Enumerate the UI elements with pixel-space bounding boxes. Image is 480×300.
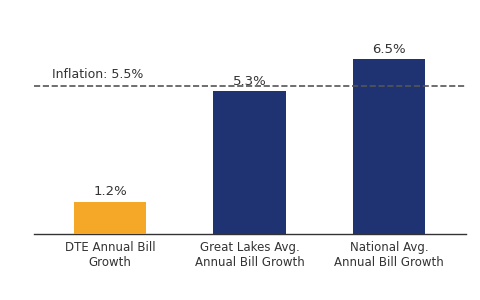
- Bar: [353, 59, 425, 234]
- Bar: [214, 91, 286, 234]
- Text: 5.3%: 5.3%: [233, 75, 266, 88]
- Text: 1.2%: 1.2%: [94, 185, 127, 199]
- Text: 6.5%: 6.5%: [372, 43, 406, 56]
- Bar: [74, 202, 146, 234]
- Text: Inflation: 5.5%: Inflation: 5.5%: [52, 68, 143, 81]
